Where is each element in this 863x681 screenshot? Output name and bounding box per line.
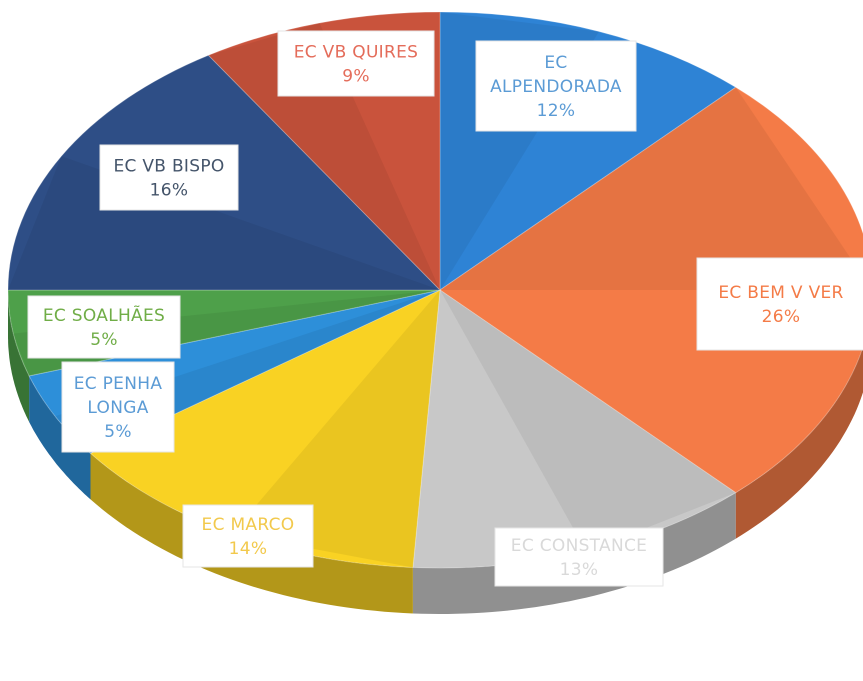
slice-label-box [61, 361, 175, 453]
slice-label-box [27, 295, 181, 359]
slice-name-label: EC SOALHÃES [43, 304, 165, 326]
slice-label-box [277, 30, 435, 97]
pie-slice-shade [440, 87, 863, 290]
slice-name-label: EC MARCO [202, 515, 295, 535]
slice-name-label: EC VB QUIRES [294, 43, 419, 63]
slice-name-label: LONGA [87, 398, 148, 418]
slice-name-label: EC VB BISPO [113, 157, 224, 177]
slice-label: EC VB BISPO 16% [99, 144, 239, 211]
slice-label: EC ALPENDORADA 12% [475, 40, 637, 132]
slice-name-label: EC [544, 53, 567, 73]
slice-name-label: EC CONSTANCE [511, 536, 647, 556]
pie-slice [439, 86, 863, 494]
slice-label-box [696, 257, 863, 351]
pie-side-wall [8, 290, 30, 422]
slice-value-label: 5% [104, 422, 132, 442]
slice-value-label: 9% [342, 67, 370, 87]
slice-label-box [99, 144, 239, 211]
pie-slice-shade [208, 23, 440, 290]
slice-value-label: 12% [537, 101, 576, 121]
pie-depth [8, 290, 863, 614]
pie-side-wall [412, 492, 736, 614]
slice-value-label: 14% [229, 539, 268, 559]
slice-label: EC MARCO 14% [182, 504, 314, 568]
slice-label: EC PENHA LONGA 5% [61, 361, 175, 453]
slice-label-box [494, 527, 664, 587]
slice-value-label: 5% [90, 330, 118, 350]
slice-label-box [475, 40, 637, 132]
slice-label: EC CONSTANCE 13% [494, 527, 664, 587]
pie-side-wall [735, 346, 863, 539]
slice-label: EC SOALHÃES 5% [27, 295, 181, 359]
slice-name-label: EC BEM V VER [718, 283, 843, 303]
slice-label-box [182, 504, 314, 568]
slice-label: EC BEM V VER 26% [696, 257, 863, 351]
slice-label: EC VB QUIRES 9% [277, 30, 435, 97]
pie-side-wall [90, 453, 413, 614]
slice-value-label: 16% [150, 181, 189, 201]
pie-slice-shade [231, 290, 440, 568]
pie-labels: EC ALPENDORADA 12% EC BEM V VER 26% EC CONSTA… [27, 30, 863, 587]
slice-value-label: 13% [560, 560, 599, 580]
slice-name-label: ALPENDORADA [490, 77, 622, 97]
pie-slice-shade [440, 290, 736, 552]
slice-name-label: EC PENHA [74, 374, 163, 394]
slice-value-label: 26% [762, 307, 801, 327]
pie-side-wall [29, 375, 91, 500]
